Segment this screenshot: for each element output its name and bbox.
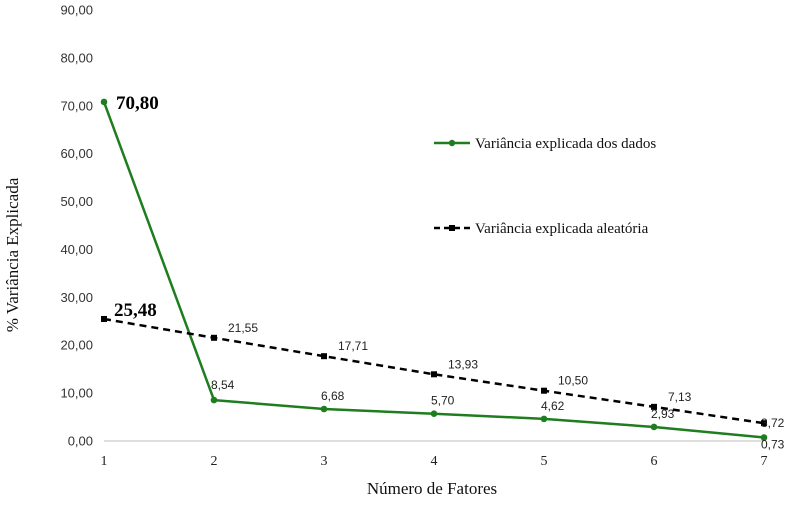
x-tick-label: 7 (761, 454, 768, 469)
y-tick-label: 80,00 (60, 50, 93, 65)
legend-item-data: Variância explicada dos dados (434, 136, 656, 152)
data-point-random (541, 387, 547, 394)
data-label-random: 7,13 (668, 390, 692, 404)
data-labels: 70,80 8,54 6,68 5,70 4,62 2,93 0,73 25,48 21,55 1… (114, 93, 785, 452)
y-tick-label: 90,00 (60, 3, 93, 18)
data-label-data: 0,73 (761, 438, 785, 452)
legend-label-random: Variância explicada aleatória (475, 221, 649, 237)
data-label-random: 13,93 (448, 357, 478, 371)
legend-marker-data (448, 139, 456, 147)
data-label-random: 25,48 (114, 300, 157, 321)
x-tick-label: 6 (651, 454, 658, 469)
data-label-random: 3,72 (761, 416, 785, 430)
data-label-data: 6,68 (321, 389, 345, 403)
y-tick-label: 20,00 (60, 338, 93, 353)
series-layer (100, 98, 768, 441)
y-tick-label: 10,00 (60, 386, 93, 401)
data-point-random (211, 334, 217, 341)
y-tick-label: 0,00 (68, 434, 93, 449)
x-tick-label: 3 (321, 454, 328, 469)
x-tick-label: 2 (211, 454, 218, 469)
data-label-data: 8,54 (211, 378, 235, 392)
x-tick-label: 5 (541, 454, 548, 469)
data-point-data (650, 423, 658, 431)
data-point-random (761, 420, 767, 427)
y-tick-label: 30,00 (60, 290, 93, 305)
y-tick-label: 40,00 (60, 242, 93, 257)
data-point-random (431, 371, 437, 378)
data-label-data: 70,80 (116, 93, 159, 114)
legend-item-random: Variância explicada aleatória (434, 221, 649, 237)
legend-label-data: Variância explicada dos dados (475, 136, 656, 152)
data-label-data: 5,70 (431, 394, 455, 408)
data-label-random: 17,71 (338, 339, 368, 353)
y-tick-label: 50,00 (60, 194, 93, 209)
y-tick-label: 60,00 (60, 146, 93, 161)
data-point-data (320, 405, 328, 413)
y-tick-label: 70,00 (60, 98, 93, 113)
data-point-data (760, 434, 768, 441)
data-label-data: 4,62 (541, 399, 565, 413)
x-tick-label: 4 (431, 454, 438, 469)
x-axis-ticks: 1 2 3 4 5 6 7 (101, 454, 768, 469)
x-axis-title: Número de Fatores (367, 479, 497, 498)
data-label-random: 21,55 (228, 321, 258, 335)
data-point-random (101, 315, 107, 322)
data-label-random: 10,50 (558, 374, 588, 388)
x-tick-label: 1 (101, 454, 108, 469)
series-line-data (102, 101, 765, 439)
y-axis-title: % Variância Explicada (3, 177, 22, 332)
legend-marker-random (449, 225, 455, 231)
data-point-data (210, 396, 218, 404)
data-point-data (100, 98, 108, 106)
data-label-data: 2,93 (651, 407, 675, 421)
data-point-data (430, 410, 438, 418)
data-point-random (651, 403, 657, 410)
data-point-data (540, 415, 548, 423)
y-axis-ticks: 0,00 10,00 20,00 30,00 40,00 50,00 60,00 70,00 8… (60, 3, 93, 449)
data-point-random (321, 353, 327, 360)
legend: Variância explicada dos dados Variância … (434, 136, 656, 237)
